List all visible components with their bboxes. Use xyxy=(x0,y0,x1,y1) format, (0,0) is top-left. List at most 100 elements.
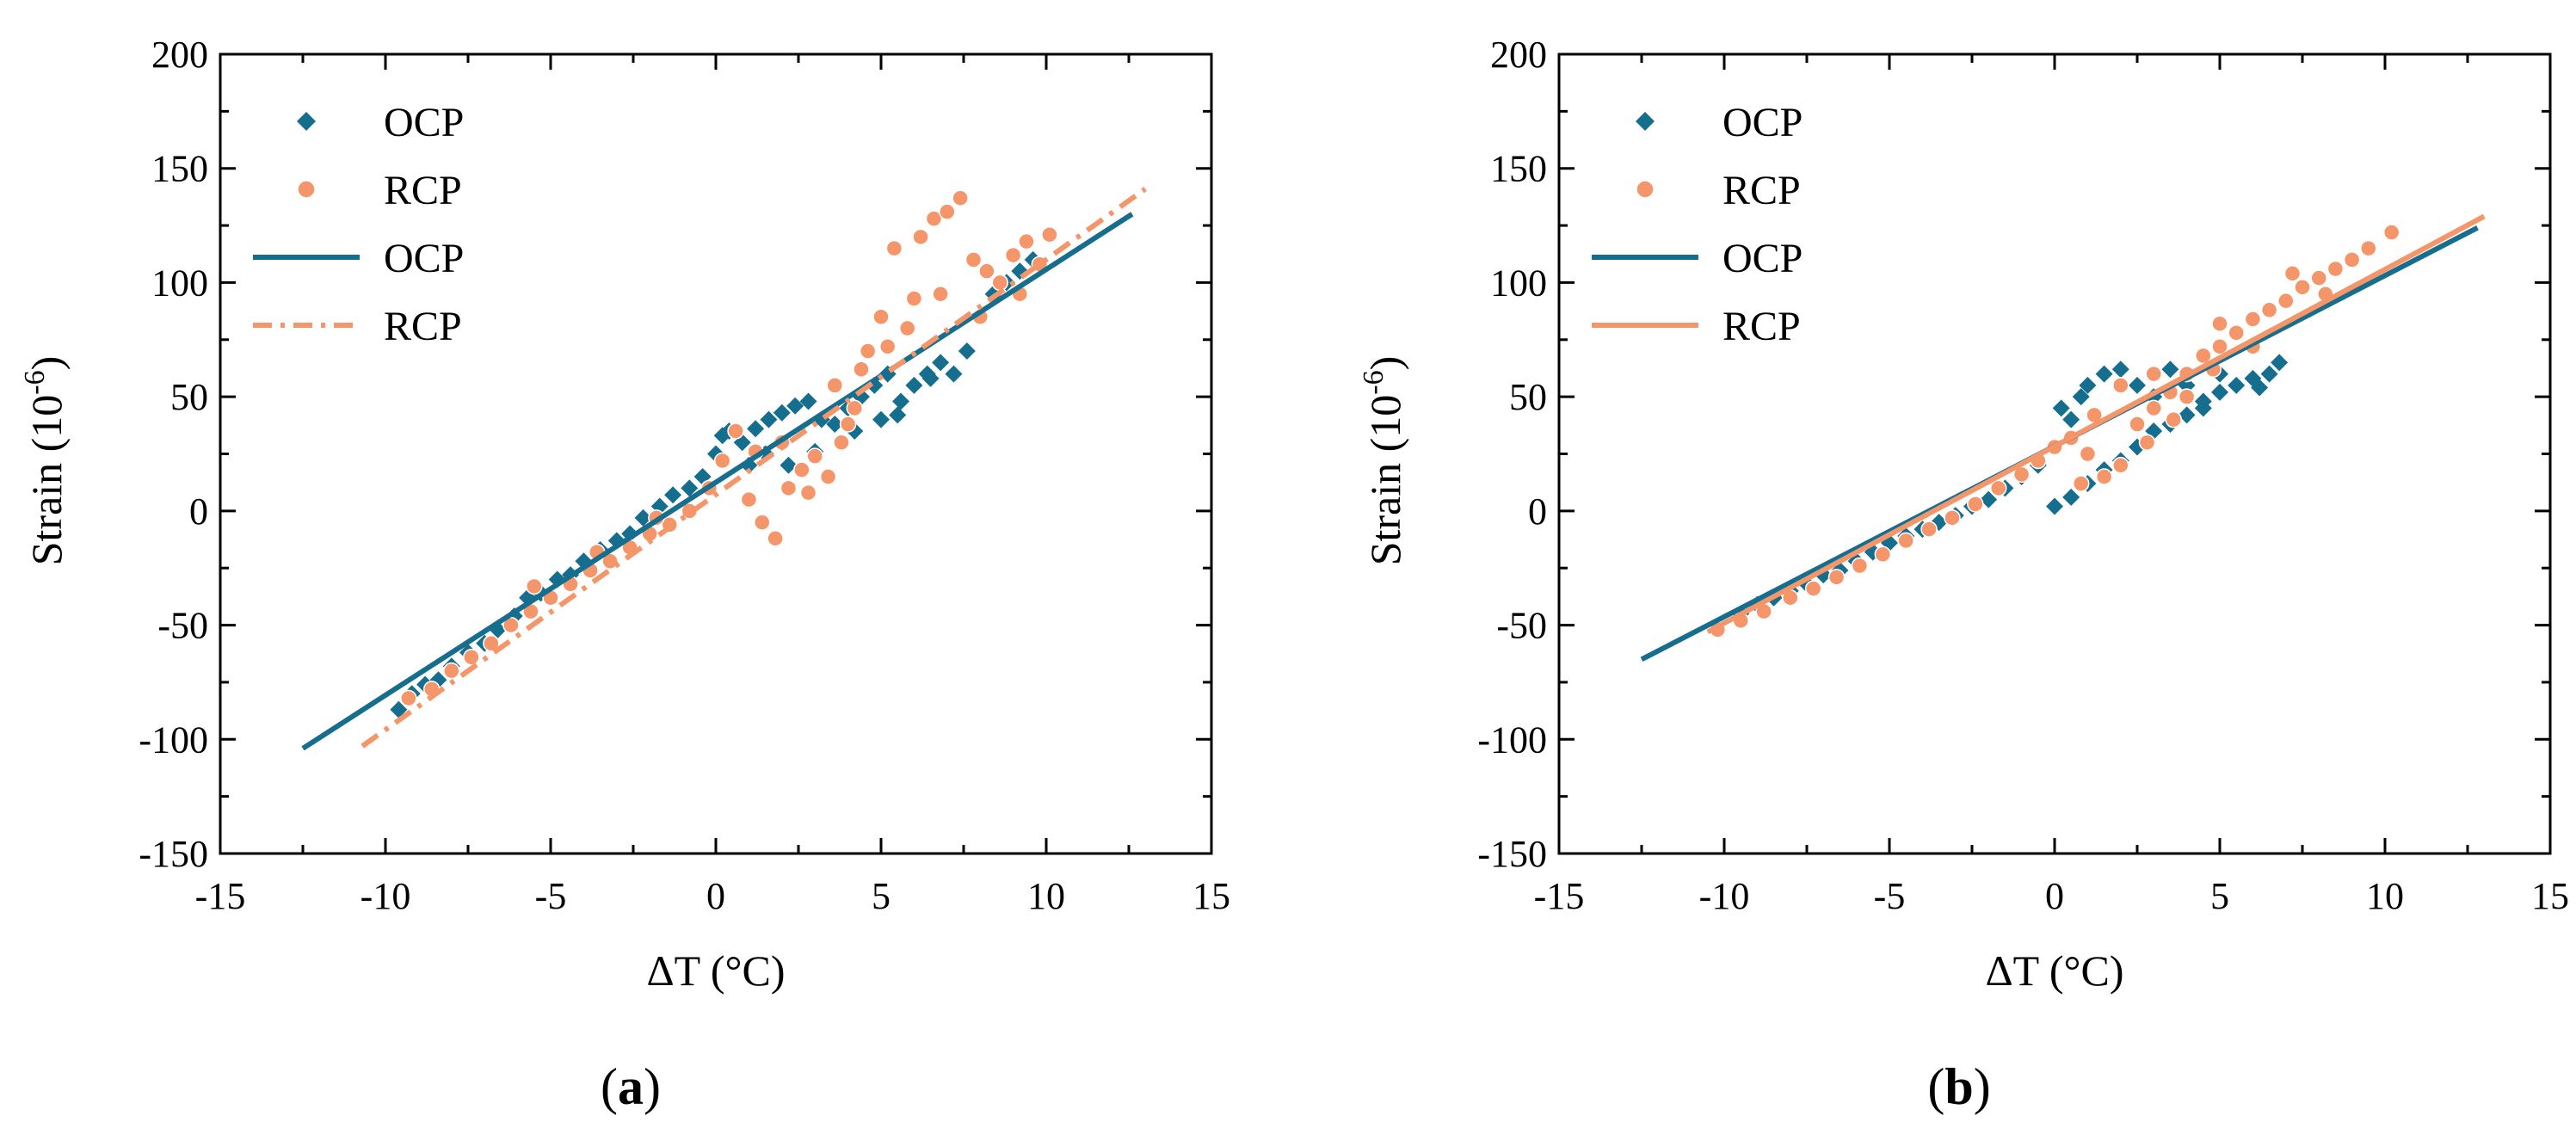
panel-b-rcp-point xyxy=(2178,388,2196,405)
panel-b-rcp-point xyxy=(2382,224,2400,241)
panel-a-rcp-point xyxy=(713,452,731,470)
panel-a-rcp-point xyxy=(826,377,843,394)
panel-a-y-tick-label: 150 xyxy=(151,148,208,190)
panel-b-y-tick-label: -50 xyxy=(1496,605,1547,647)
panel-a-legend-ocp-marker xyxy=(297,112,316,131)
panel-b-ocp-point xyxy=(2111,361,2129,379)
panel-b-ocp-point xyxy=(2129,376,2146,394)
panel-a-x-tick-label: 15 xyxy=(1192,875,1230,917)
panel-b-y-tick-label: -100 xyxy=(1477,718,1547,761)
panel-a-series-ocp-line xyxy=(301,212,1134,751)
panel-a-x-tick-label: -15 xyxy=(195,875,246,917)
panel-b-caption: (b) xyxy=(1927,1058,1990,1115)
panel-a-rcp-point xyxy=(872,308,890,325)
panel-a-rcp-point xyxy=(952,189,969,206)
panel-b-ocp-point xyxy=(2178,406,2196,424)
panel-b-y-tick-label: -150 xyxy=(1477,833,1547,875)
panel-b-x-tick-label: 0 xyxy=(2045,875,2064,917)
panel-b-legend: OCP RCP OCP RCP xyxy=(1592,100,1803,349)
panel-b-x-tick-label: -15 xyxy=(1534,875,1585,917)
panel-b-legend-label: RCP xyxy=(1722,168,1801,213)
panel-b-ocp-point xyxy=(2062,488,2080,506)
panel-a-caption: (a) xyxy=(601,1058,661,1115)
panel-b-fit-line-rcp xyxy=(1706,213,2486,635)
panel-b-rcp-point xyxy=(2138,434,2156,451)
panel-a-fit-line-ocp xyxy=(301,212,1134,751)
panel-b-y-tick-label: 200 xyxy=(1490,34,1547,76)
panel-a-rcp-point xyxy=(767,529,784,547)
panel-b-rcp-point xyxy=(2211,315,2228,332)
panel-a-rcp-point xyxy=(932,285,949,303)
panel-a-ocp-point xyxy=(780,456,798,474)
panel-b-rcp-point xyxy=(1827,569,1846,586)
panel-a-rcp-point xyxy=(885,239,903,257)
panel-b-ocp-point xyxy=(2095,365,2113,383)
panel-b-y-tick-label: 150 xyxy=(1490,148,1547,190)
panel-a-rcp-point xyxy=(978,262,995,280)
panel-a-ocp-point xyxy=(786,397,804,415)
panel-b-x-tick-label: -10 xyxy=(1699,875,1750,917)
panel-a-rcp-point xyxy=(443,662,460,680)
panel-a-rcp-point xyxy=(991,274,1008,292)
panel-a-legend-label: OCP xyxy=(384,236,464,281)
panel-a-y-tick-label: 50 xyxy=(170,376,208,418)
panel-b-legend-rcp-marker xyxy=(1636,180,1655,199)
panel-b-ocp-point xyxy=(2072,388,2090,406)
panel-b-rcp-point xyxy=(2145,365,2162,383)
panel-b-rcp-point xyxy=(2129,416,2146,433)
panel-b-legend-label: OCP xyxy=(1722,236,1803,281)
panel-a-ocp-point xyxy=(760,410,778,428)
panel-a-ocp-point xyxy=(747,420,765,438)
panel-b-rcp-point xyxy=(2277,292,2295,310)
panel-a-ocp-point xyxy=(664,486,682,504)
panel-a-ocp-point xyxy=(921,369,940,387)
panel-b-rcp-point xyxy=(2244,311,2262,328)
panel-a-y-tick-label: -150 xyxy=(139,833,208,875)
panel-a-rcp-point xyxy=(806,447,823,465)
panel-a-ocp-point xyxy=(799,392,817,410)
panel-b-rcp-point xyxy=(1851,557,1869,575)
panel-b-rcp-point xyxy=(1989,479,2007,497)
panel-a-rcp-point xyxy=(1004,246,1022,264)
panel-b-rcp-point xyxy=(2343,251,2361,268)
panel-a-rcp-point xyxy=(780,479,798,497)
panel-b-legend-label: RCP xyxy=(1722,304,1801,349)
panel-b-rcp-point xyxy=(2283,265,2302,282)
panel-a-legend: OCP RCP OCP RCP xyxy=(253,100,464,349)
panel-a-rcp-point xyxy=(898,319,916,337)
panel-a-x-tick-label: 0 xyxy=(706,875,725,917)
panel-a-rcp-point xyxy=(846,399,864,417)
panel-a-ocp-point xyxy=(681,479,699,497)
panel-b-legend-label: OCP xyxy=(1722,100,1803,145)
panel-a-ocp-point xyxy=(826,415,844,433)
panel-a-x-axis-title: ΔT (°C) xyxy=(647,946,786,995)
panel-b-rcp-point xyxy=(1804,580,1822,597)
panel-b-x-axis-title: ΔT (°C) xyxy=(1986,946,2124,995)
panel-a-y-tick-label: 0 xyxy=(189,490,208,533)
panel-b-y-tick-label: 50 xyxy=(1509,376,1547,418)
panel-b-rcp-point xyxy=(2211,337,2228,355)
panel-a-rcp-point xyxy=(925,210,943,227)
panel-b-rcp-point xyxy=(2360,239,2377,257)
panel-b-ocp-point xyxy=(2062,410,2080,428)
panel-b-ocp-point xyxy=(2079,376,2097,394)
panel-a-ocp-point xyxy=(932,354,950,372)
panel-b-rcp-point xyxy=(1874,545,1892,564)
panel-a-y-tick-label: -50 xyxy=(157,605,208,647)
panel-b-legend-ocp-marker xyxy=(1636,112,1655,131)
panel-b-rcp-point xyxy=(2310,269,2327,287)
panel-b-x-tick-label: -5 xyxy=(1874,875,1906,917)
panel-a-rcp-point xyxy=(833,434,850,451)
panel-a-rcp-point xyxy=(754,514,771,531)
panel-a-rcp-point xyxy=(799,484,817,502)
panel-b-rcp-point xyxy=(2195,347,2212,365)
panel-b-y-axis-title: Strain (10-6) xyxy=(1358,356,1409,566)
panel-a-y-tick-label: 100 xyxy=(151,262,208,304)
panel-b-rcp-point xyxy=(1944,509,1961,527)
panel-a-y-tick-label: -100 xyxy=(139,718,208,761)
panel-b-series-rcp-line xyxy=(1706,213,2486,635)
panel-b-chart: -15 -10 -5 0 5 10 15-150-100-50050100150200ΔT … xyxy=(1358,34,2569,995)
panel-a-rcp-point xyxy=(727,422,744,440)
panel-a-rcp-point xyxy=(740,490,758,508)
panel-b-ocp-point xyxy=(2052,399,2070,417)
